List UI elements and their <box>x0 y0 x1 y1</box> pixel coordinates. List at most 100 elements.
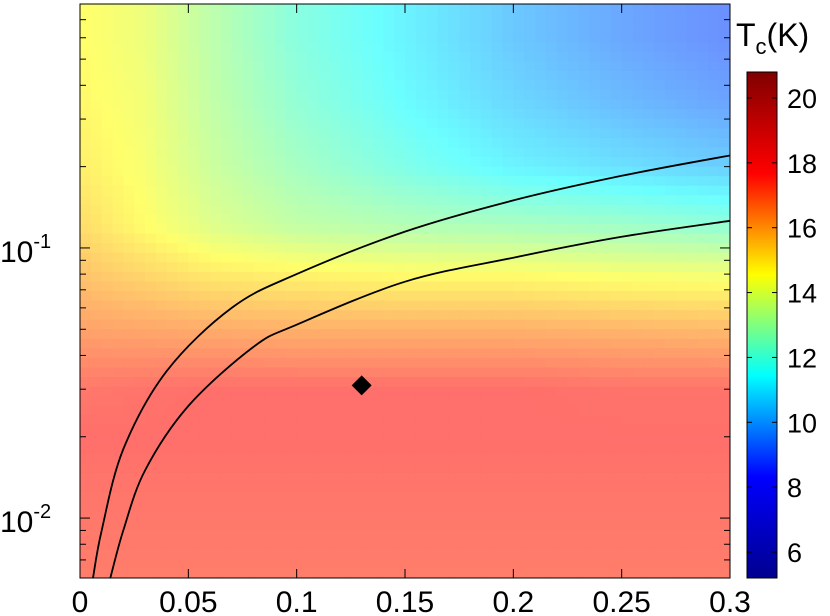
heatmap-cell <box>654 157 666 168</box>
heatmap-cell <box>535 281 547 292</box>
heatmap-cell <box>318 511 330 522</box>
heatmap-cell <box>643 415 655 426</box>
heatmap-cell <box>253 147 265 158</box>
heatmap-cell <box>686 434 699 445</box>
heatmap-cell <box>112 13 124 24</box>
heatmap-cell <box>600 530 612 541</box>
heatmap-cell <box>383 51 395 62</box>
heatmap-cell <box>567 90 579 101</box>
heatmap-cell <box>556 224 569 235</box>
heatmap-cell <box>632 348 644 359</box>
heatmap-cell <box>318 252 330 263</box>
heatmap-cell <box>426 444 439 455</box>
heatmap-cell <box>675 185 688 196</box>
heatmap-cell <box>145 482 157 493</box>
heatmap-cell <box>426 520 439 531</box>
heatmap-cell <box>231 386 244 397</box>
heatmap-cell <box>415 520 428 531</box>
heatmap-cell <box>318 348 330 359</box>
heatmap-cell <box>502 338 514 349</box>
heatmap-cell <box>405 128 417 139</box>
heatmap-cell <box>350 405 363 416</box>
heatmap-cell <box>589 80 601 91</box>
heatmap-cell <box>318 377 330 388</box>
heatmap-cell <box>578 271 590 283</box>
heatmap-cell <box>361 491 374 503</box>
heatmap-cell <box>329 214 341 225</box>
heatmap-cell <box>502 70 514 82</box>
heatmap-cell <box>632 357 644 369</box>
heatmap-cell <box>545 80 558 91</box>
heatmap-cell <box>188 424 200 436</box>
heatmap-cell <box>545 319 558 330</box>
heatmap-cell <box>166 291 179 302</box>
heatmap-cell <box>361 195 374 206</box>
heatmap-cell <box>448 310 460 321</box>
heatmap-cell <box>513 405 525 416</box>
heatmap-cell <box>719 300 730 311</box>
heatmap-cell <box>437 511 449 522</box>
heatmap-cell <box>296 185 309 196</box>
heatmap-cell <box>101 434 114 445</box>
heatmap-cell <box>567 415 579 426</box>
heatmap-cell <box>155 300 168 311</box>
heatmap-cell <box>90 415 103 426</box>
heatmap-cell <box>307 386 319 397</box>
heatmap-cell <box>145 444 157 455</box>
heatmap-cell <box>329 501 341 512</box>
heatmap-cell <box>177 166 189 177</box>
heatmap-cell <box>329 310 341 321</box>
heatmap-cell <box>350 491 363 503</box>
heatmap-cell <box>285 99 298 110</box>
heatmap-cell <box>697 109 709 120</box>
heatmap-cell <box>654 281 666 292</box>
heatmap-cell <box>264 338 276 349</box>
heatmap-cell <box>90 70 103 82</box>
heatmap-cell <box>350 157 363 168</box>
heatmap-cell <box>350 233 363 244</box>
heatmap-cell <box>719 61 730 72</box>
heatmap-cell <box>101 109 114 120</box>
heatmap-cell <box>231 109 244 120</box>
heatmap-cell <box>220 568 233 578</box>
heatmap-cell <box>361 501 374 512</box>
heatmap-cell <box>610 329 623 340</box>
heatmap-cell <box>686 348 699 359</box>
heatmap-cell <box>210 444 222 455</box>
heatmap-cell <box>231 434 244 445</box>
heatmap-cell <box>535 491 547 503</box>
heatmap-cell <box>361 568 374 578</box>
heatmap-cell <box>210 386 222 397</box>
heatmap-cell <box>101 70 114 82</box>
heatmap-cell <box>632 4 644 15</box>
heatmap-cell <box>426 310 439 321</box>
heatmap-cell <box>123 4 135 15</box>
heatmap-cell <box>665 128 677 139</box>
heatmap-cell <box>589 357 601 369</box>
heatmap-cell <box>253 396 265 407</box>
heatmap-cell <box>372 281 384 292</box>
heatmap-cell <box>545 463 558 474</box>
heatmap-cell <box>199 405 211 416</box>
heatmap-cell <box>307 558 319 570</box>
heatmap-cell <box>556 252 569 263</box>
heatmap-cell <box>220 233 233 244</box>
heatmap-cell <box>502 444 514 455</box>
heatmap-cell <box>253 291 265 302</box>
heatmap-cell <box>632 424 644 436</box>
heatmap-cell <box>285 310 298 321</box>
heatmap-cell <box>405 214 417 225</box>
heatmap-cell <box>90 357 103 369</box>
heatmap-cell <box>480 4 493 15</box>
heatmap-cell <box>686 558 699 570</box>
heatmap-cell <box>675 281 688 292</box>
heatmap-cell <box>231 233 244 244</box>
heatmap-cell <box>285 42 298 53</box>
heatmap-cell <box>470 224 482 235</box>
heatmap-cell <box>589 166 601 177</box>
heatmap-cell <box>578 224 590 235</box>
heatmap-cell <box>307 13 319 24</box>
heatmap-cell <box>231 4 244 15</box>
heatmap-cell <box>480 252 493 263</box>
heatmap-cell <box>697 51 709 62</box>
